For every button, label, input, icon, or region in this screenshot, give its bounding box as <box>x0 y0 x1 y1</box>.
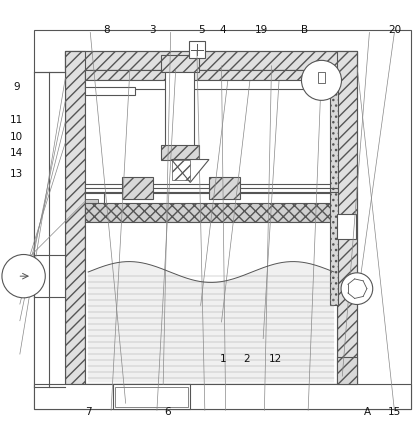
Bar <box>337 51 357 403</box>
Text: 3: 3 <box>150 24 156 35</box>
Text: 12: 12 <box>269 354 282 365</box>
Bar <box>330 80 338 305</box>
Bar <box>337 214 356 239</box>
Text: A: A <box>364 407 371 416</box>
Bar <box>85 193 104 203</box>
Bar <box>85 199 98 205</box>
Bar <box>34 385 411 409</box>
Text: 9: 9 <box>13 82 20 91</box>
Circle shape <box>2 254 45 298</box>
Bar <box>65 51 357 403</box>
Bar <box>65 51 357 70</box>
Text: 7: 7 <box>85 407 92 416</box>
Bar <box>189 41 205 58</box>
Bar <box>161 145 199 159</box>
Bar <box>171 159 190 180</box>
Bar <box>337 357 357 385</box>
Text: 2: 2 <box>243 354 250 365</box>
Bar <box>85 70 337 385</box>
Bar <box>113 385 190 409</box>
Text: B: B <box>301 24 308 35</box>
Bar <box>209 178 240 199</box>
Bar <box>85 70 337 80</box>
Polygon shape <box>171 159 209 182</box>
Circle shape <box>341 273 373 305</box>
Text: 6: 6 <box>164 407 171 416</box>
Text: 15: 15 <box>388 407 401 416</box>
Bar <box>122 178 153 199</box>
Bar <box>85 222 337 385</box>
Text: 11: 11 <box>10 115 23 125</box>
Bar <box>34 72 65 387</box>
Bar <box>85 203 337 222</box>
Text: 4: 4 <box>219 24 226 35</box>
Polygon shape <box>88 262 334 382</box>
Bar <box>115 387 188 408</box>
Text: 14: 14 <box>10 148 23 158</box>
Text: 10: 10 <box>10 131 23 142</box>
Text: 19: 19 <box>255 24 268 35</box>
Bar <box>161 56 199 72</box>
Bar <box>85 184 337 193</box>
Text: 20: 20 <box>388 24 401 35</box>
Bar <box>65 385 357 403</box>
Bar <box>85 87 135 95</box>
Bar <box>85 80 337 89</box>
Text: 1: 1 <box>220 354 227 365</box>
Bar <box>65 385 357 403</box>
Text: 8: 8 <box>104 24 110 35</box>
Text: 13: 13 <box>10 169 23 179</box>
Text: 5: 5 <box>199 24 205 35</box>
Bar <box>65 51 85 403</box>
Bar <box>165 72 194 147</box>
Circle shape <box>301 60 342 100</box>
Bar <box>318 71 325 83</box>
